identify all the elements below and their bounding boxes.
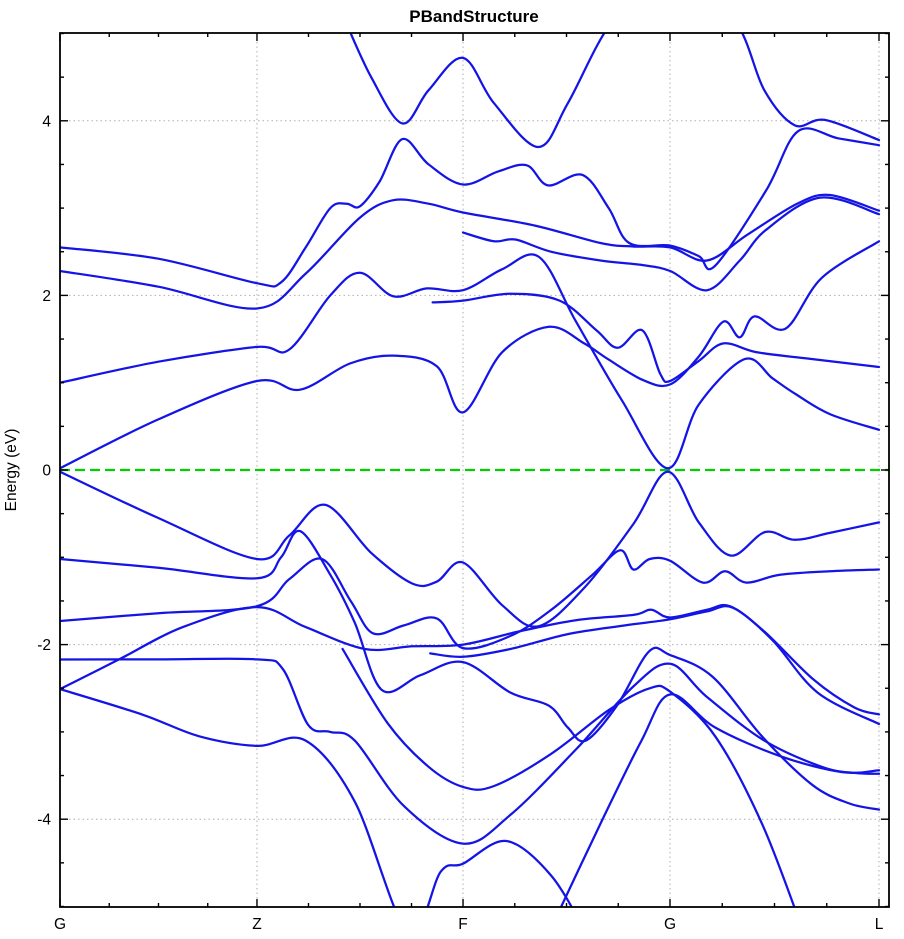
band-line	[60, 253, 881, 470]
x-tick-label: G	[664, 916, 676, 933]
band-lines	[60, 33, 881, 907]
band-line	[60, 470, 881, 628]
y-tick-label: 2	[42, 288, 51, 305]
y-tick-label: -2	[37, 637, 51, 654]
y-tick-label: -4	[37, 812, 51, 829]
x-tick-label: F	[458, 916, 467, 933]
band-line	[429, 605, 881, 726]
band-line	[431, 292, 881, 384]
axis-ticks	[59, 32, 889, 908]
y-tick-label: 0	[42, 463, 51, 480]
band-line	[60, 687, 573, 907]
band-line	[461, 196, 881, 292]
y-tick-label: 4	[42, 113, 51, 130]
band-line	[559, 693, 881, 907]
x-tick-label: G	[54, 916, 66, 933]
x-tick-label: L	[875, 916, 884, 933]
y-axis-label: Energy (eV)	[3, 429, 20, 512]
band-line	[60, 193, 881, 310]
y-tick-labels: -4 -2 0 2 4	[37, 113, 51, 828]
band-line	[349, 33, 881, 149]
band-line	[60, 549, 881, 650]
band-line	[60, 657, 881, 845]
chart-title: PBandStructure	[409, 7, 538, 26]
band-line	[60, 529, 881, 811]
x-tick-label: Z	[252, 916, 261, 933]
band-line	[60, 127, 881, 288]
band-line	[341, 647, 796, 907]
band-line	[60, 240, 881, 470]
